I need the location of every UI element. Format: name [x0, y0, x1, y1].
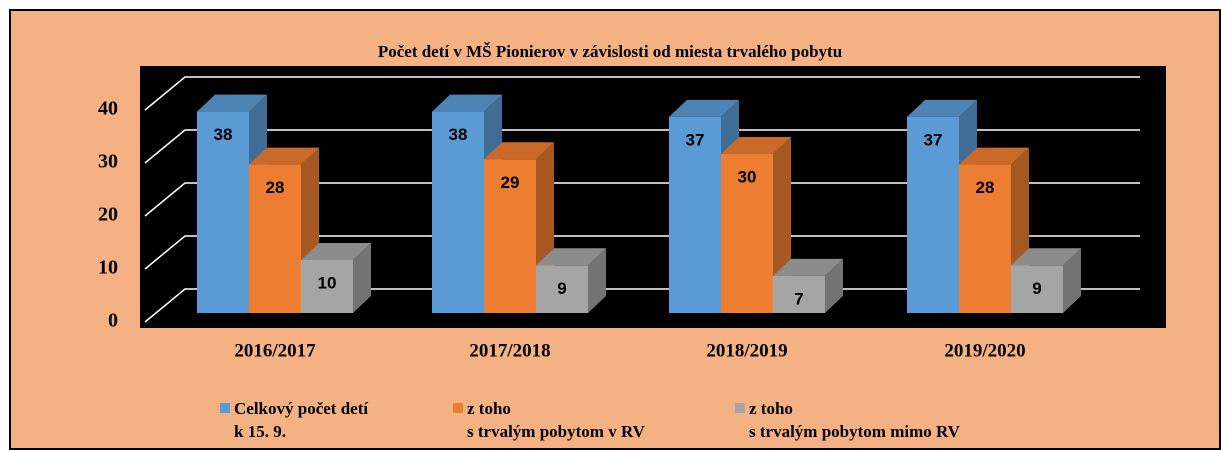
- bar-top: [536, 248, 606, 266]
- legend-label: z toho s trvalým pobytom v RV: [467, 399, 645, 441]
- data-label: 37: [924, 130, 943, 149]
- data-label: 28: [266, 178, 285, 197]
- bar-top: [301, 243, 371, 260]
- bar-top: [669, 99, 739, 117]
- bar: [432, 111, 484, 313]
- bar-top: [197, 94, 267, 112]
- bar: [907, 116, 959, 314]
- bar-top: [959, 147, 1029, 165]
- bar: [773, 275, 825, 313]
- data-label: 38: [214, 125, 233, 144]
- grid-line: [144, 182, 1140, 217]
- legend-label: z toho s trvalým pobytom mimo RV: [749, 399, 960, 441]
- bar: [1011, 265, 1063, 313]
- grid-line: [144, 129, 1140, 164]
- bar: [301, 260, 353, 313]
- chart-title: Počet detí v MŠ Pionierov v závislosti o…: [378, 42, 842, 61]
- bar-side: [353, 243, 371, 313]
- x-tick-label: 2017/2018: [469, 340, 550, 361]
- legend-swatch: [453, 403, 463, 413]
- y-tick-label: 20: [98, 204, 118, 226]
- x-tick-label: 2018/2019: [706, 340, 787, 361]
- y-tick-label: 30: [98, 151, 118, 173]
- bar: [536, 265, 588, 313]
- data-label: 37: [686, 130, 705, 149]
- bar-side: [825, 258, 843, 313]
- bar-top: [773, 258, 843, 276]
- bar-side: [588, 248, 606, 313]
- y-tick-label: 0: [108, 310, 118, 332]
- data-label: 10: [318, 273, 337, 292]
- data-label: 30: [738, 167, 757, 186]
- bar: [959, 164, 1011, 313]
- bar-top: [432, 94, 502, 112]
- legend-entry: z toho s trvalým pobytom v RV: [453, 397, 645, 443]
- grid-line: [144, 76, 1140, 111]
- grid-line: [144, 235, 1140, 270]
- bar: [721, 154, 773, 313]
- data-label: 7: [794, 289, 803, 308]
- x-tick-label: 2019/2020: [944, 340, 1025, 361]
- legend-swatch: [735, 403, 745, 413]
- legend-swatch: [220, 403, 230, 413]
- bar-side: [1063, 248, 1081, 313]
- bar: [484, 159, 536, 313]
- legend-entry: Celkový počet detí k 15. 9.: [220, 397, 368, 443]
- data-label: 38: [449, 125, 468, 144]
- data-label: 29: [501, 173, 520, 192]
- data-label: 28: [976, 178, 995, 197]
- legend-entry: z toho s trvalým pobytom mimo RV: [735, 397, 960, 443]
- bar: [197, 111, 249, 313]
- bar: [249, 164, 301, 313]
- bar-top: [1011, 248, 1081, 266]
- y-tick-label: 40: [98, 98, 118, 120]
- data-label: 9: [1032, 279, 1041, 298]
- bar-top: [249, 147, 319, 165]
- y-tick-label: 10: [98, 257, 118, 279]
- bar: [669, 116, 721, 314]
- bar-top: [484, 142, 554, 160]
- bar-top: [721, 137, 791, 154]
- bar-top: [907, 99, 977, 117]
- data-label: 9: [557, 279, 566, 298]
- x-tick-label: 2016/2017: [234, 340, 316, 361]
- legend-label: Celkový počet detí k 15. 9.: [234, 399, 369, 441]
